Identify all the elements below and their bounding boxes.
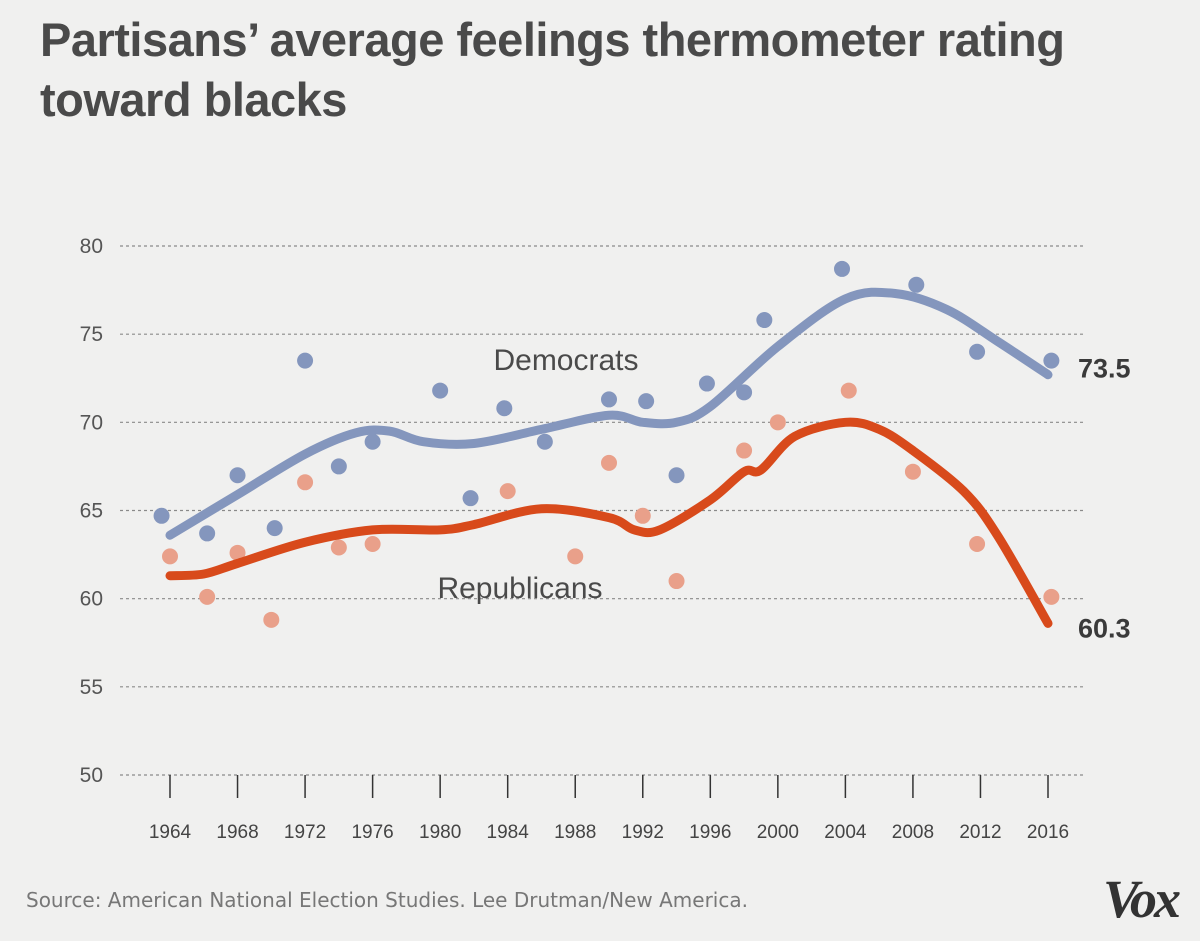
democrats-point <box>432 382 449 399</box>
y-tick-label: 70 <box>80 411 103 434</box>
source-note: Source: American National Election Studi… <box>26 888 748 912</box>
republicans-point <box>736 442 753 459</box>
x-axis: 1964 1968 1972 1976 1980 1984 1988 1992 1996 2000… <box>149 775 1069 843</box>
republicans-point <box>263 611 280 628</box>
republicans-trend-line <box>165 417 1053 628</box>
x-tick-label: 1976 <box>351 822 393 843</box>
x-tick-label: 1972 <box>284 822 326 843</box>
x-tick-label: 1996 <box>689 822 731 843</box>
republicans-series-label: Republicans <box>437 572 602 605</box>
democrats-point <box>756 312 773 329</box>
republicans-point <box>1043 588 1060 605</box>
republicans-point <box>330 539 347 556</box>
x-tick-label: 1984 <box>487 822 530 843</box>
x-tick-label: 1992 <box>622 822 664 843</box>
x-tick-label: 2004 <box>824 822 867 843</box>
x-tick-label: 1980 <box>419 822 461 843</box>
y-tick-label: 65 <box>80 500 103 523</box>
grid <box>120 245 1085 776</box>
x-tick-label: 2016 <box>1027 822 1069 843</box>
y-tick-label: 80 <box>80 235 103 258</box>
democrats-point <box>462 490 479 507</box>
y-axis: 50 55 60 65 70 75 80 <box>80 235 103 787</box>
democrats-point <box>199 525 216 542</box>
democrats-point <box>668 467 685 484</box>
democrats-end-value: 73.5 <box>1078 354 1131 384</box>
vox-logo: Vox <box>1102 869 1181 929</box>
x-tick-label: 1988 <box>554 822 596 843</box>
republicans-point <box>229 544 246 561</box>
republicans-point <box>567 548 584 565</box>
republicans-point <box>969 536 986 553</box>
republicans-end-value: 60.3 <box>1078 613 1131 643</box>
y-tick-label: 55 <box>80 676 103 699</box>
x-tick-label: 1964 <box>149 822 192 843</box>
republicans-point <box>364 536 381 553</box>
democrats-point <box>638 393 655 410</box>
x-tick-label: 2012 <box>959 822 1001 843</box>
democrats-point <box>908 276 925 293</box>
democrats-point <box>266 520 283 537</box>
democrats-point <box>834 260 851 277</box>
republicans-point <box>499 483 516 500</box>
democrats-point <box>153 507 170 524</box>
data-points <box>153 260 1060 628</box>
republicans-point <box>297 474 314 491</box>
chart-title: Partisans’ average feelings thermometer … <box>40 13 1065 126</box>
democrats-point <box>536 433 553 450</box>
series-labels: Democrats 73.5 Republicans 60.3 <box>437 344 1130 643</box>
x-tick-label: 2008 <box>892 822 934 843</box>
democrats-point <box>364 433 381 450</box>
y-tick-label: 60 <box>80 588 103 611</box>
democrats-point <box>297 352 314 369</box>
democrats-point <box>496 400 513 417</box>
x-tick-label: 2000 <box>757 822 799 843</box>
democrats-point <box>698 375 715 392</box>
democrats-point <box>736 384 753 401</box>
democrats-point <box>601 391 617 408</box>
democrats-trend-line <box>165 287 1053 540</box>
democrats-series-label: Democrats <box>493 344 638 377</box>
republicans-point <box>634 507 651 524</box>
democrats-point <box>330 458 347 475</box>
trend-lines <box>165 287 1053 628</box>
republicans-point <box>199 588 216 605</box>
republicans-point <box>668 573 685 590</box>
republicans-point <box>601 454 617 471</box>
y-tick-label: 50 <box>80 764 103 787</box>
republicans-point <box>162 548 178 565</box>
democrats-point <box>1043 352 1060 369</box>
republicans-point <box>904 463 921 480</box>
democrats-point <box>969 343 986 360</box>
democrats-point <box>229 467 246 484</box>
republicans-point <box>769 414 786 431</box>
y-tick-label: 75 <box>80 323 103 346</box>
republicans-point <box>840 382 857 399</box>
x-tick-label: 1968 <box>216 822 258 843</box>
